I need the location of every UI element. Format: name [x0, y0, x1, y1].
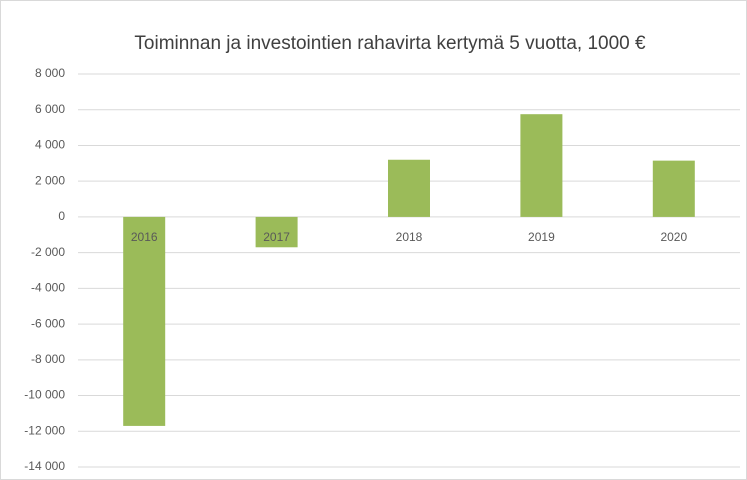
bar [520, 114, 563, 217]
x-tick-label: 2018 [396, 230, 423, 244]
y-tick-label: -12 000 [24, 423, 65, 437]
x-tick-label: 2016 [131, 230, 158, 244]
y-tick-label: -2 000 [31, 245, 65, 259]
bar [388, 159, 430, 217]
y-tick-label: 4 000 [35, 138, 65, 152]
bar [652, 160, 695, 217]
y-tick-label: 0 [58, 209, 65, 223]
x-tick-label: 2019 [528, 230, 555, 244]
y-tick-label: -4 000 [31, 281, 65, 295]
x-tick-label: 2020 [660, 230, 687, 244]
bar [123, 216, 166, 426]
x-tick-label: 2017 [263, 230, 290, 244]
y-tick-label: 8 000 [35, 66, 65, 80]
y-tick-label: -8 000 [31, 352, 65, 366]
y-tick-label: -10 000 [24, 388, 65, 402]
y-tick-label: 6 000 [35, 102, 65, 116]
y-tick-label: -6 000 [31, 316, 65, 330]
chart-title: Toiminnan ja investointien rahavirta ker… [134, 33, 646, 54]
y-tick-label: 2 000 [35, 173, 65, 187]
y-tick-label: -14 000 [24, 459, 65, 473]
bar [255, 216, 298, 248]
